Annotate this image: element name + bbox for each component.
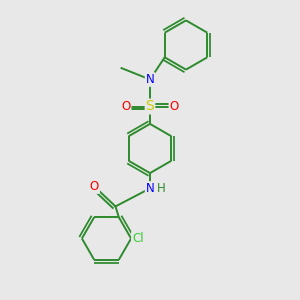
Text: N: N — [146, 73, 154, 86]
Text: N: N — [146, 182, 154, 195]
Text: S: S — [146, 100, 154, 113]
Text: Cl: Cl — [132, 232, 143, 245]
Text: H: H — [157, 182, 166, 195]
Text: O: O — [90, 180, 99, 193]
Text: O: O — [122, 100, 130, 113]
Text: O: O — [169, 100, 178, 113]
